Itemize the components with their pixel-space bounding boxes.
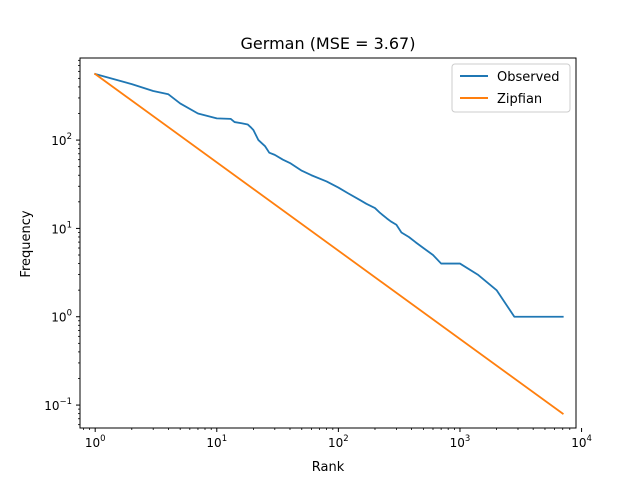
chart-title: German (MSE = 3.67) <box>241 34 416 53</box>
axis-ticks: 100 101 102 103 104 10−1 100 101 102 <box>44 59 592 450</box>
plot-frame <box>79 57 577 429</box>
legend-label-observed: Observed <box>497 70 560 85</box>
y-tick-label: 102 <box>51 132 72 148</box>
series-line-zipfian <box>93 72 564 415</box>
x-tick-label: 104 <box>571 434 592 450</box>
y-axis-label: Frequency <box>19 210 34 277</box>
series-line-observed <box>94 72 564 318</box>
legend-label-zipfian: Zipfian <box>497 92 542 107</box>
x-tick-label: 100 <box>85 434 106 450</box>
y-tick-label: 101 <box>51 220 72 236</box>
legend: Observed Zipfian <box>451 63 571 113</box>
x-axis-label: Rank <box>312 460 345 475</box>
plot-area <box>93 72 564 415</box>
x-tick-label: 103 <box>450 434 471 450</box>
y-tick-label: 100 <box>51 309 72 325</box>
x-tick-label: 102 <box>328 434 349 450</box>
x-tick-label: 101 <box>206 434 227 450</box>
y-tick-label: 10−1 <box>44 397 72 413</box>
